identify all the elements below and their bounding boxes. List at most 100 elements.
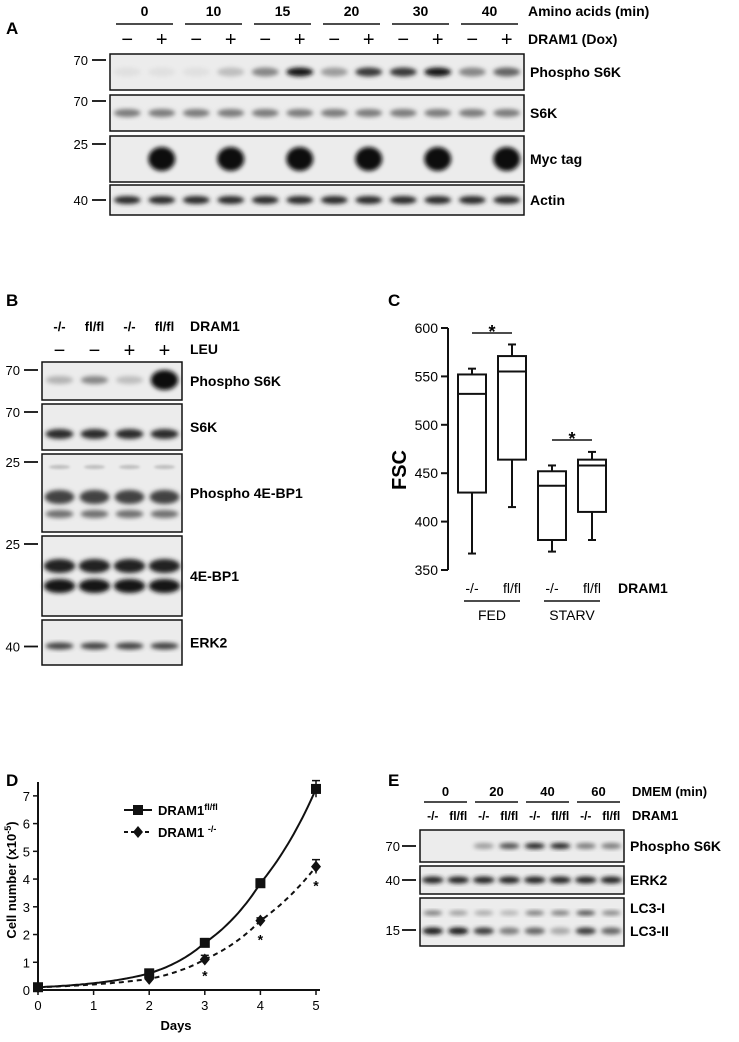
e-time-label: 0 xyxy=(442,784,449,799)
dox-plus: + xyxy=(363,29,375,51)
band xyxy=(217,109,245,117)
band xyxy=(80,642,109,650)
c-y-tick-label: 400 xyxy=(415,514,439,530)
panel-d-y-axis-label: Cell number (x10-5) xyxy=(3,821,19,938)
point-ko xyxy=(144,972,155,985)
band xyxy=(217,67,245,77)
point-ko xyxy=(311,860,321,873)
time-label-40: 40 xyxy=(482,3,498,19)
panel-c-y-axis-label: FSC xyxy=(389,450,411,490)
band xyxy=(448,910,468,916)
blot-a-s6k xyxy=(109,94,525,132)
blot-b-3 xyxy=(41,535,183,617)
dox-minus: − xyxy=(397,29,409,51)
point-flfl xyxy=(199,937,210,948)
panel-b-dram1-label: DRAM1 xyxy=(190,318,240,334)
dox-minus: − xyxy=(259,29,271,51)
genotype-label: fl/fl xyxy=(85,319,105,334)
dox-plus: + xyxy=(501,29,513,51)
blot-label-lc3-i: LC3-I xyxy=(630,900,665,916)
c-y-tick-label: 500 xyxy=(415,417,439,433)
band xyxy=(389,196,417,204)
band xyxy=(182,67,210,77)
band xyxy=(113,196,141,204)
panel-e: E DMEM (min) DRAM1 0 20 40 60-/- fl/fl -/- fl/… xyxy=(386,771,721,947)
band xyxy=(524,843,545,849)
band xyxy=(286,67,314,77)
band xyxy=(447,876,470,884)
band xyxy=(601,910,621,916)
panel-b: B DRAM1 LEU -/- − fl/fl − -/- + fl/fl + 70 Phosp… xyxy=(6,291,303,666)
band xyxy=(150,642,179,650)
marker-a-3-text: 40 xyxy=(74,193,88,208)
blot-label-a-0: Phospho S6K xyxy=(530,64,621,80)
c-genotype-label: fl/fl xyxy=(583,580,601,596)
blot-a-phospho-s6k xyxy=(109,53,525,91)
c-y-tick-label: 450 xyxy=(415,465,439,481)
marker-b-1-text: 70 xyxy=(6,405,20,420)
leu-sign: − xyxy=(54,340,66,362)
band xyxy=(574,876,597,884)
e-genotype-label: fl/fl xyxy=(602,809,620,823)
band xyxy=(251,196,279,204)
box-1 xyxy=(497,343,527,509)
band xyxy=(498,876,521,884)
band xyxy=(114,490,145,504)
band xyxy=(115,376,144,384)
legend-entry-ko: DRAM1 -/- xyxy=(158,824,216,840)
blot-label-b-0: Phospho S6K xyxy=(190,373,281,389)
dox-minus: − xyxy=(466,29,478,51)
time-label-15: 15 xyxy=(275,3,291,19)
line-dram1-ko xyxy=(37,865,317,989)
panel-e-dram1-label: DRAM1 xyxy=(632,808,678,823)
panel-d: D Cell number (x10-5) Days 0 1 2 3 4 5 6 7 0 1 2 3 4… xyxy=(3,771,321,1033)
band xyxy=(550,843,571,849)
band xyxy=(45,642,74,650)
legend-entry-flfl: DRAM1fl/fl xyxy=(158,802,218,818)
box-2 xyxy=(537,464,567,553)
band xyxy=(389,67,417,77)
band xyxy=(575,927,596,935)
e-genotype-label: fl/fl xyxy=(449,809,467,823)
blot-b-1 xyxy=(41,403,183,451)
panel-c-dram1-label: DRAM1 xyxy=(618,580,668,596)
band xyxy=(115,510,144,518)
band xyxy=(154,465,175,469)
band xyxy=(43,579,76,593)
significance-star: * xyxy=(488,322,495,342)
band xyxy=(44,490,75,504)
c-genotype-label: fl/fl xyxy=(503,580,521,596)
band xyxy=(49,465,70,469)
box-3 xyxy=(577,450,607,541)
time-label-20: 20 xyxy=(344,3,360,19)
blot-e-0 xyxy=(419,829,625,863)
c-genotype-label: -/- xyxy=(545,580,559,596)
band xyxy=(421,876,444,884)
marker-e-1-text: 40 xyxy=(386,873,400,888)
e-time-label: 40 xyxy=(540,784,554,799)
marker-b-0-text: 70 xyxy=(6,363,20,378)
band xyxy=(448,927,469,935)
band xyxy=(424,196,452,204)
marker-e-2-text: 15 xyxy=(386,923,400,938)
band xyxy=(148,109,176,117)
band xyxy=(493,147,521,171)
d-y-tick-label: 0 xyxy=(23,983,30,998)
band xyxy=(523,876,546,884)
band xyxy=(493,196,521,204)
band xyxy=(525,910,545,916)
band xyxy=(549,876,572,884)
genotype-label: fl/fl xyxy=(155,319,175,334)
blot-label-b-3: 4E-BP1 xyxy=(190,568,239,584)
band xyxy=(499,910,519,916)
marker-a-1-text: 70 xyxy=(74,94,88,109)
c-y-tick-label: 600 xyxy=(415,320,439,336)
blot-label-e-0: Phospho S6K xyxy=(630,838,721,854)
dox-minus: − xyxy=(190,29,202,51)
band xyxy=(320,196,348,204)
blot-label-a-2: Myc tag xyxy=(530,151,582,167)
panel-d-letter: D xyxy=(6,771,18,790)
blot-label-a-3: Actin xyxy=(530,192,565,208)
panel-a: A Amino acids (min) DRAM1 (Dox) 0 10 15 20 3… xyxy=(6,3,649,216)
point-ko xyxy=(33,981,43,994)
